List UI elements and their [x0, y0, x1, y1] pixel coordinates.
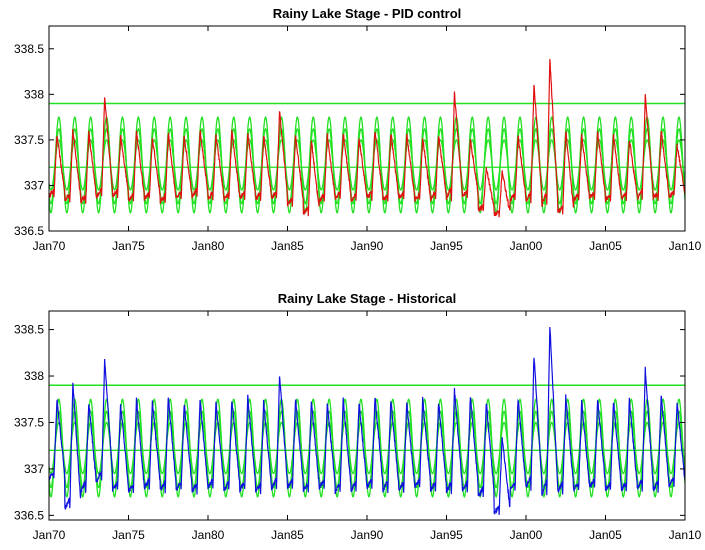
series-line	[49, 58, 685, 218]
x-tick-label: Jan00	[510, 239, 543, 253]
chart-title: Rainy Lake Stage - Historical	[278, 291, 456, 306]
y-tick-label: 338	[24, 369, 44, 383]
x-tick-label: Jan85	[271, 528, 304, 542]
chart-pid: Rainy Lake Stage - PID control Jan70 Jan75…	[14, 6, 702, 253]
envelope-band-2	[49, 421, 685, 475]
y-tick-label: 336.5	[14, 508, 44, 522]
x-tick-label: Jan10	[669, 239, 702, 253]
x-tick-label: Jan05	[589, 239, 622, 253]
x-tick-label: Jan95	[430, 239, 463, 253]
y-tick-label: 337.5	[14, 415, 44, 429]
x-tick-label: Jan80	[192, 528, 225, 542]
x-tick-label: Jan80	[192, 239, 225, 253]
chart-title: Rainy Lake Stage - PID control	[273, 6, 462, 21]
y-tick-label: 337	[24, 462, 44, 476]
plot-area	[49, 326, 685, 516]
y-tick-label: 337	[24, 178, 44, 192]
x-tick-label: Jan90	[351, 528, 384, 542]
chart-panel-pid: Rainy Lake Stage - PID control Jan70 Jan75…	[0, 0, 705, 268]
x-tick-label: Jan05	[589, 528, 622, 542]
x-tick-label: Jan10	[669, 528, 702, 542]
series-line	[49, 326, 685, 516]
envelope-band-1	[49, 410, 685, 489]
x-tick-label: Jan90	[351, 239, 384, 253]
x-tick-label: Jan70	[33, 528, 66, 542]
y-tick-label: 338	[24, 87, 44, 101]
y-tick-label: 338.5	[14, 323, 44, 337]
chart-panel-historical: Rainy Lake Stage - Historical Jan70 Jan75 J…	[0, 272, 705, 550]
y-tick-label: 336.5	[14, 224, 44, 238]
envelope-band-2	[49, 139, 685, 191]
y-tick-label: 338.5	[14, 42, 44, 56]
plot-area	[49, 58, 685, 218]
x-tick-label: Jan95	[430, 528, 463, 542]
y-tick-label: 337.5	[14, 133, 44, 147]
chart-historical: Rainy Lake Stage - Historical Jan70 Jan75 J…	[14, 291, 702, 542]
x-tick-label: Jan75	[112, 528, 145, 542]
x-tick-label: Jan00	[510, 528, 543, 542]
x-tick-label: Jan70	[33, 239, 66, 253]
x-tick-label: Jan85	[271, 239, 304, 253]
x-tick-label: Jan75	[112, 239, 145, 253]
